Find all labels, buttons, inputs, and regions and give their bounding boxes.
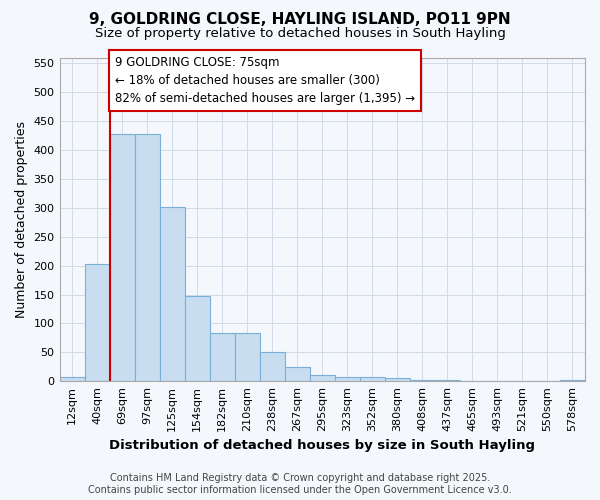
Bar bbox=[435, 380, 460, 382]
Bar bbox=[85, 264, 110, 382]
Bar bbox=[134, 134, 160, 382]
Bar bbox=[310, 375, 335, 382]
Bar bbox=[110, 134, 134, 382]
Bar bbox=[235, 334, 260, 382]
Bar bbox=[460, 380, 485, 382]
Bar bbox=[59, 376, 85, 382]
Bar bbox=[260, 352, 285, 382]
Bar bbox=[285, 367, 310, 382]
Text: 9, GOLDRING CLOSE, HAYLING ISLAND, PO11 9PN: 9, GOLDRING CLOSE, HAYLING ISLAND, PO11 … bbox=[89, 12, 511, 28]
Bar bbox=[160, 206, 185, 382]
Bar bbox=[560, 380, 585, 382]
Text: Contains HM Land Registry data © Crown copyright and database right 2025.
Contai: Contains HM Land Registry data © Crown c… bbox=[88, 474, 512, 495]
Text: Size of property relative to detached houses in South Hayling: Size of property relative to detached ho… bbox=[95, 28, 505, 40]
Bar bbox=[385, 378, 410, 382]
Bar bbox=[185, 296, 209, 382]
Bar bbox=[209, 334, 235, 382]
Bar bbox=[360, 378, 385, 382]
Bar bbox=[410, 380, 435, 382]
Bar bbox=[335, 376, 360, 382]
Text: 9 GOLDRING CLOSE: 75sqm
← 18% of detached houses are smaller (300)
82% of semi-d: 9 GOLDRING CLOSE: 75sqm ← 18% of detache… bbox=[115, 56, 415, 105]
Y-axis label: Number of detached properties: Number of detached properties bbox=[15, 121, 28, 318]
X-axis label: Distribution of detached houses by size in South Hayling: Distribution of detached houses by size … bbox=[109, 440, 535, 452]
